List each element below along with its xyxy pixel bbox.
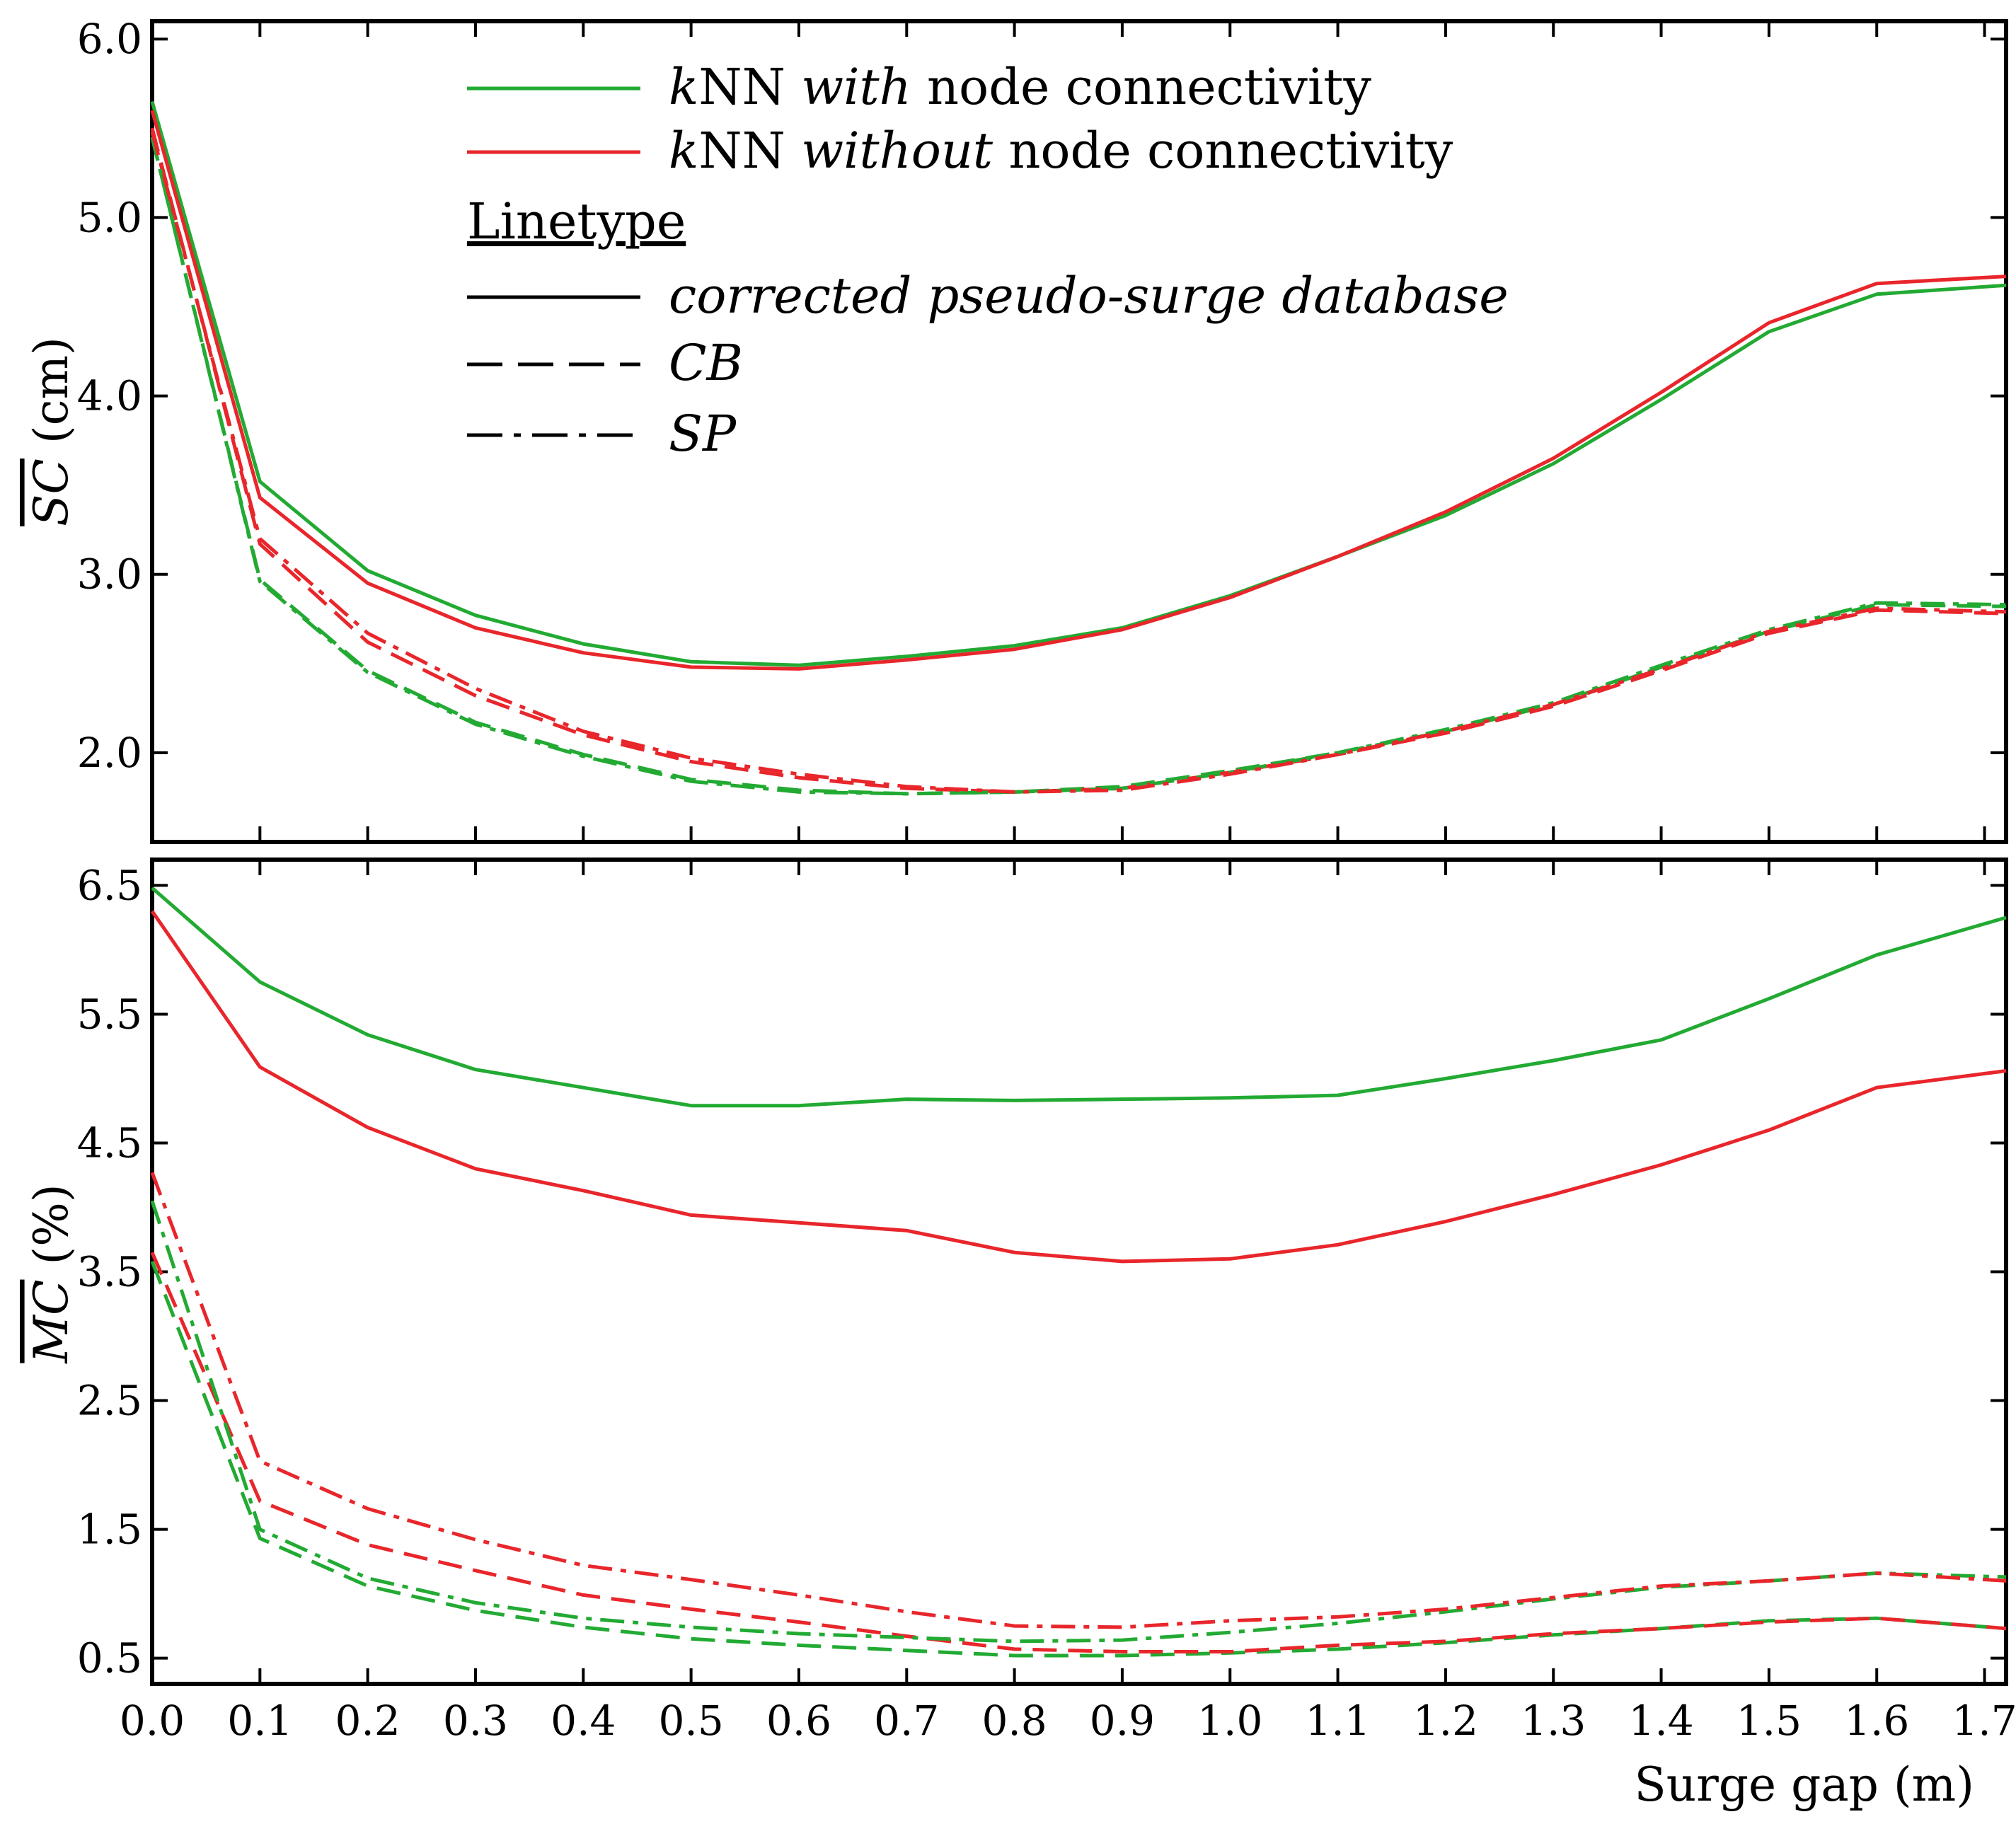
legend-label-nn: NN bbox=[698, 122, 801, 180]
legend-label: corrected pseudo-surge database bbox=[669, 267, 1509, 325]
xtick-label: 0.9 bbox=[1090, 1697, 1155, 1745]
xtick-label: 0.3 bbox=[443, 1697, 508, 1745]
top-ytick-label: 3.0 bbox=[77, 550, 142, 599]
top-ytick-label: 2.0 bbox=[77, 729, 142, 777]
xtick-label: 0.8 bbox=[981, 1697, 1047, 1745]
top-series bbox=[150, 100, 2007, 796]
xtick-label: 1.6 bbox=[1844, 1697, 1909, 1745]
bottom-series bbox=[150, 887, 2007, 1658]
xtick-label: 1.7 bbox=[1952, 1697, 2016, 1745]
xtick-label: 0.2 bbox=[335, 1697, 401, 1745]
top-series-with-corrected bbox=[150, 100, 2007, 667]
bottom-ytick-label: 1.5 bbox=[77, 1506, 142, 1554]
top-ytick-label: 5.0 bbox=[77, 193, 142, 241]
top-ytick-label: 4.0 bbox=[77, 372, 142, 420]
bottom-ytick-label: 5.5 bbox=[77, 990, 142, 1038]
bottom-series-without-SP bbox=[150, 1172, 2007, 1629]
bottom-y-axis-label-main: MC bbox=[24, 1280, 79, 1364]
top-ticks bbox=[151, 21, 2006, 842]
top-series-with-SP bbox=[150, 137, 2007, 796]
bottom-series-with-SP bbox=[150, 1200, 2007, 1644]
xtick-label: 1.3 bbox=[1521, 1697, 1586, 1745]
legend-label-suffix: node connectivity bbox=[993, 122, 1453, 180]
top-y-axis-label-main: SC bbox=[24, 458, 79, 526]
bottom-series-with-CB bbox=[150, 1260, 2007, 1658]
top-series-with-CB bbox=[150, 137, 2007, 796]
bottom-y-axis-label: MC (%) bbox=[24, 1184, 79, 1363]
xtick-label: 1.5 bbox=[1736, 1697, 1802, 1745]
bottom-series-without-corrected bbox=[150, 910, 2007, 1264]
top-panel: 2.0 3.0 4.0 5.0 6.0 kNN with node connectivi… bbox=[24, 15, 2008, 844]
xtick-label: 1.1 bbox=[1305, 1697, 1370, 1745]
bottom-series-with-corrected bbox=[151, 887, 2007, 1108]
xtick-label: 1.0 bbox=[1197, 1697, 1262, 1745]
bottom-ytick-label: 2.5 bbox=[77, 1377, 142, 1425]
bottom-xtick-labels: 0.0 0.1 0.2 0.3 0.4 0.5 0.6 0.7 0.8 0.9 1.0 1.1 1.2 1… bbox=[120, 1697, 2016, 1745]
bottom-ticks bbox=[151, 860, 2006, 1684]
bottom-plot-frame bbox=[150, 858, 2008, 1686]
xtick-label: 0.4 bbox=[551, 1697, 616, 1745]
bottom-y-axis-label-unit: (%) bbox=[24, 1184, 79, 1279]
top-series-without-SP bbox=[150, 131, 2007, 794]
bottom-ytick-label: 3.5 bbox=[77, 1248, 142, 1296]
top-y-axis-label: SC (cm) bbox=[24, 337, 79, 526]
xtick-label: 1.4 bbox=[1628, 1697, 1693, 1745]
bottom-ytick-labels: 0.5 1.5 2.5 3.5 4.5 5.5 6.5 bbox=[77, 861, 142, 1682]
xtick-label: 0.6 bbox=[766, 1697, 831, 1745]
legend-label-suffix: node connectivity bbox=[911, 58, 1372, 116]
xtick-label: 0.0 bbox=[120, 1697, 185, 1745]
legend-label-k: k bbox=[669, 122, 698, 180]
legend-heading: Linetype bbox=[467, 192, 686, 250]
bottom-panel: 0.5 1.5 2.5 3.5 4.5 5.5 6.5 0.0 0.1 0.2 0.3 0.4 0.5… bbox=[24, 858, 2016, 1812]
legend-label-emph: with bbox=[801, 58, 911, 116]
bottom-ytick-label: 6.5 bbox=[77, 861, 142, 909]
top-series-without-corrected bbox=[150, 110, 2007, 671]
legend-label: SP bbox=[669, 405, 737, 463]
legend-label-nn: NN bbox=[698, 58, 801, 116]
top-series-without-CB bbox=[150, 127, 2007, 794]
legend-label: kNN without node connectivity bbox=[669, 122, 1453, 180]
legend-label: kNN with node connectivity bbox=[669, 58, 1371, 116]
bottom-series-without-CB bbox=[150, 1252, 2007, 1653]
bottom-ytick-label: 0.5 bbox=[77, 1634, 142, 1682]
top-plot-frame bbox=[150, 19, 2008, 844]
xtick-label: 0.7 bbox=[874, 1697, 939, 1745]
legend-label: CB bbox=[669, 334, 743, 392]
legend-label-k: k bbox=[669, 58, 698, 116]
xtick-label: 0.5 bbox=[659, 1697, 724, 1745]
top-ytick-labels: 2.0 3.0 4.0 5.0 6.0 bbox=[77, 15, 142, 777]
x-axis-label: Surge gap (m) bbox=[1635, 1757, 1974, 1812]
legend-label-emph: without bbox=[801, 122, 993, 180]
xtick-label: 1.2 bbox=[1413, 1697, 1478, 1745]
bottom-ytick-label: 4.5 bbox=[77, 1119, 142, 1167]
xtick-label: 0.1 bbox=[227, 1697, 292, 1745]
top-y-axis-label-unit: (cm) bbox=[24, 337, 79, 458]
top-ytick-label: 6.0 bbox=[77, 15, 142, 63]
